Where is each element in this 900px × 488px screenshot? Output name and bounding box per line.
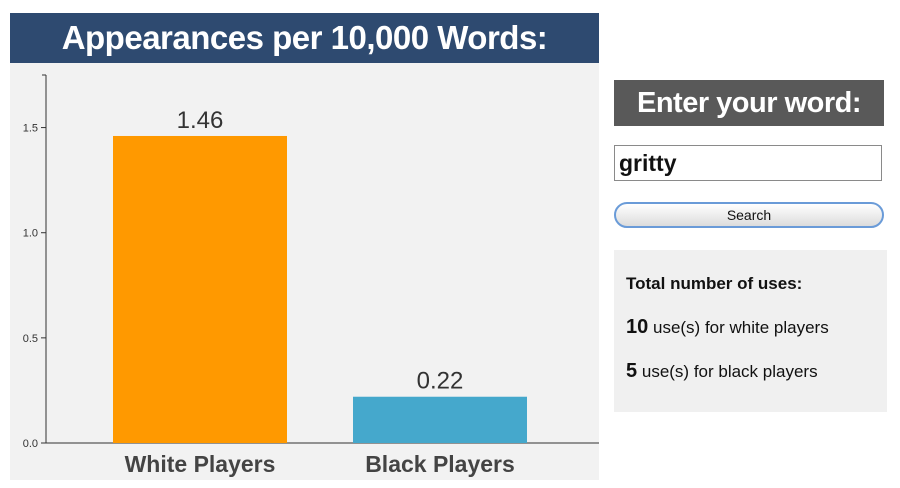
stats-box: Total number of uses: 10 use(s) for whit…	[614, 250, 887, 412]
bar-chart: 0.0 0.5 1.0 1.5 1.46 White Players 0.22 Black P…	[23, 74, 599, 477]
bar-black-players	[353, 396, 527, 443]
white-uses-line: 10 use(s) for white players	[626, 316, 875, 339]
y-tick-label: 1.0	[23, 228, 38, 240]
x-category-label: Black Players	[365, 451, 515, 477]
black-uses-line: 5 use(s) for black players	[626, 360, 875, 383]
chart-panel: Appearances per 10,000 Words: 0.0 0.5 1.0 1…	[10, 13, 599, 480]
enter-word-header: Enter your word:	[614, 80, 884, 126]
y-tick-label: 0.5	[23, 333, 38, 345]
word-input[interactable]	[614, 145, 882, 181]
enter-word-title: Enter your word:	[636, 86, 862, 119]
bar-white-players	[113, 135, 287, 443]
y-tick-label: 1.5	[23, 123, 38, 135]
chart-title: Appearances per 10,000 Words:	[61, 19, 548, 56]
x-category-label: White Players	[125, 451, 276, 477]
black-uses-count: 5	[626, 360, 638, 382]
stats-heading: Total number of uses:	[626, 274, 803, 293]
y-tick-label: 0.0	[23, 438, 38, 450]
white-uses-count: 10	[626, 316, 649, 338]
data-label: 0.22	[417, 368, 464, 395]
chart-header: Appearances per 10,000 Words:	[10, 13, 599, 63]
data-label: 1.46	[177, 107, 224, 134]
search-button[interactable]: Search	[614, 202, 884, 228]
white-uses-text: use(s) for white players	[652, 318, 829, 337]
black-uses-text: use(s) for black players	[641, 362, 818, 381]
